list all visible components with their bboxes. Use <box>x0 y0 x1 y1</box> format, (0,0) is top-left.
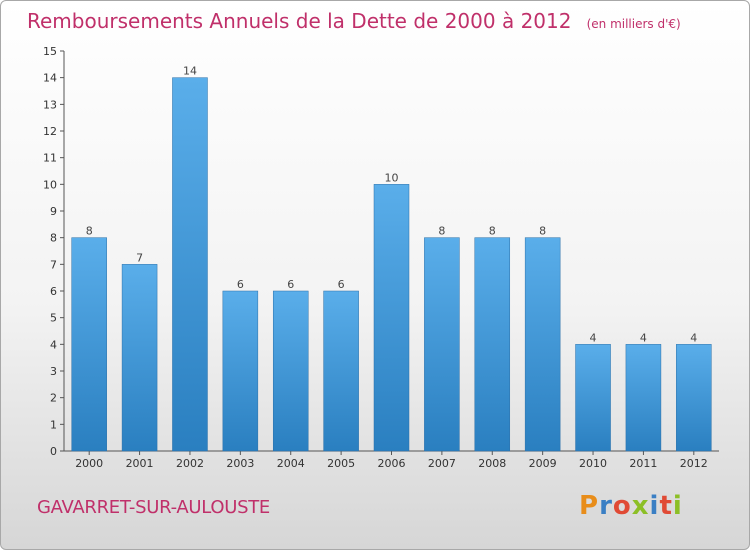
data-label: 10 <box>385 171 399 184</box>
data-label: 6 <box>338 278 345 291</box>
bar-2006 <box>373 184 410 452</box>
y-tick-label: 15 <box>43 45 57 58</box>
y-tick-label: 10 <box>43 178 57 191</box>
y-tick-label: 8 <box>50 232 57 245</box>
y-tick-label: 9 <box>50 205 57 218</box>
x-tick-label: 2009 <box>529 457 557 470</box>
data-label: 8 <box>86 225 93 238</box>
bars <box>71 77 712 452</box>
bar-2009 <box>524 237 561 452</box>
y-tick-label: 6 <box>50 285 57 298</box>
x-tick-label: 2012 <box>680 457 708 470</box>
data-label: 4 <box>640 331 647 344</box>
y-tick-label: 14 <box>43 72 57 85</box>
logo-letter: i <box>649 491 660 521</box>
x-tick-label: 2002 <box>176 457 204 470</box>
x-tick-label: 2007 <box>428 457 456 470</box>
x-tick-label: 2010 <box>579 457 607 470</box>
logo-letter: x <box>631 491 650 521</box>
proxiti-logo[interactable]: Proxiti <box>579 491 683 521</box>
data-label: 7 <box>136 251 143 264</box>
y-tick-label: 13 <box>43 98 57 111</box>
bar-2005 <box>323 290 359 452</box>
bar-2010 <box>575 344 611 452</box>
y-tick-label: 12 <box>43 125 57 138</box>
data-label: 8 <box>438 225 445 238</box>
x-tick-label: 2003 <box>226 457 254 470</box>
x-tick-label: 2004 <box>277 457 305 470</box>
data-label: 4 <box>590 331 597 344</box>
labels: 2000 8 2001 7 2002 14 2003 6 2004 6 2005 6 2006 10 200… <box>75 65 708 470</box>
data-label: 8 <box>539 225 546 238</box>
bar-2001 <box>121 264 158 452</box>
x-tick-label: 2001 <box>126 457 154 470</box>
x-tick-label: 2008 <box>478 457 506 470</box>
x-tick-label: 2006 <box>378 457 406 470</box>
y-tick-label: 5 <box>50 312 57 325</box>
y-tick-label: 2 <box>50 392 57 405</box>
y-tick-label: 1 <box>50 418 57 431</box>
bar-2000 <box>71 237 107 452</box>
bar-2007 <box>424 237 460 452</box>
bar-2002 <box>172 77 208 452</box>
y-tick-label: 4 <box>50 338 57 351</box>
bar-2012 <box>676 344 712 452</box>
logo-letter: o <box>612 491 632 521</box>
bar-2011 <box>625 344 662 452</box>
x-tick-label: 2005 <box>327 457 355 470</box>
bar-2008 <box>474 237 511 452</box>
x-tick-label: 2000 <box>75 457 103 470</box>
bar-2003 <box>222 290 259 452</box>
data-label: 6 <box>287 278 294 291</box>
x-tick-label: 2011 <box>629 457 657 470</box>
y-tick-label: 0 <box>50 445 57 458</box>
y-tick-label: 11 <box>43 152 57 165</box>
chart-title: Remboursements Annuels de la Dette de 20… <box>27 9 572 33</box>
logo-letter: i <box>672 491 683 521</box>
data-label: 6 <box>237 278 244 291</box>
data-label: 14 <box>183 65 197 78</box>
y-tick-label: 3 <box>50 365 57 378</box>
title-row: Remboursements Annuels de la Dette de 20… <box>27 9 681 33</box>
logo-letter: P <box>579 491 600 521</box>
data-label: 4 <box>690 331 697 344</box>
bar-2004 <box>272 290 309 452</box>
chart-subtitle: (en milliers d'€) <box>586 17 681 31</box>
data-label: 8 <box>489 225 496 238</box>
logo-letter: t <box>659 491 673 521</box>
place-name: GAVARRET-SUR-AULOUSTE <box>37 497 271 518</box>
y-tick-label: 7 <box>50 258 57 271</box>
logo-letter: r <box>599 491 613 521</box>
